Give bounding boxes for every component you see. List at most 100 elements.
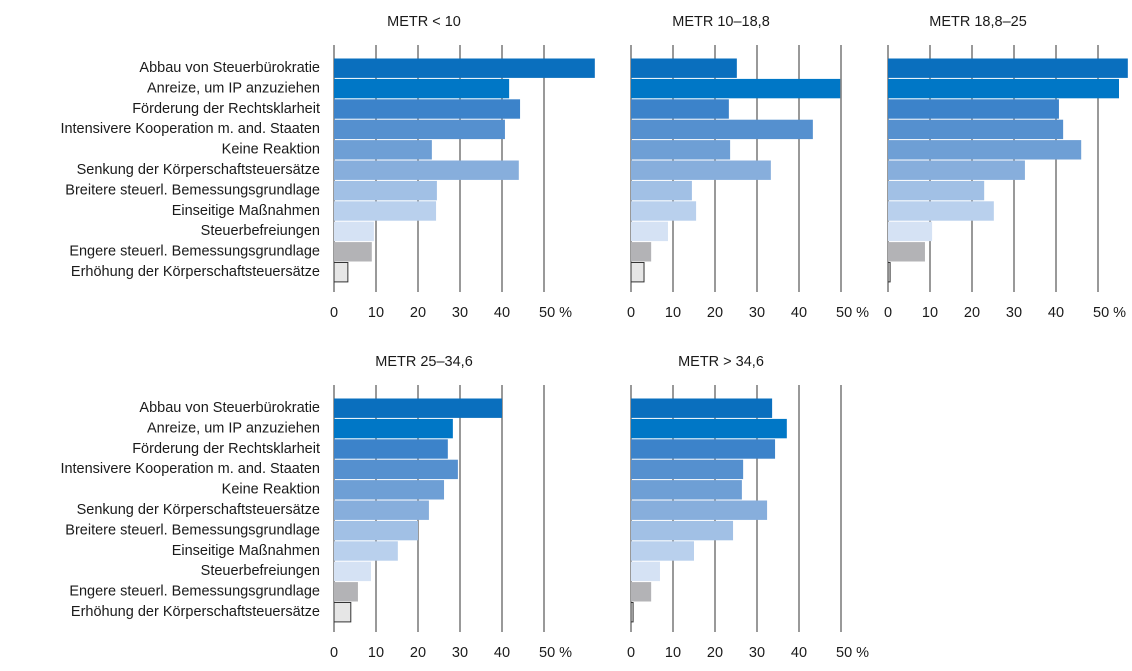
category-label: Intensivere Kooperation m. and. Staaten [60,461,320,477]
category-label: Förderung der Rechtsklarheit [132,101,320,117]
bar [334,99,521,119]
bar [631,541,694,561]
category-label: Anreize, um IP anzuziehen [147,80,320,96]
x-tick-label: 0 [884,305,892,321]
bar [631,520,734,541]
category-label: Einseitige Maßnahmen [172,543,320,559]
bar [631,160,771,180]
x-tick-label: 10 [922,305,938,321]
category-label: Steuerbefreiungen [201,563,320,579]
bar [631,480,742,500]
bar [334,140,432,160]
x-tick-label: 0 [627,645,635,661]
bar [631,500,768,520]
bar [631,439,776,459]
bar [334,459,458,480]
bar [334,119,505,140]
bar [334,480,445,500]
bar [631,180,692,201]
bar [887,262,891,283]
x-tick-label: 20 [707,645,723,661]
category-label: Anreize, um IP anzuziehen [147,420,320,436]
category-label: Erhöhung der Körperschaftsteuersätze [71,264,320,280]
x-tick-label: 30 [749,305,765,321]
bar [334,242,372,262]
bar [333,602,352,623]
category-label: Erhöhung der Körperschaftsteuersätze [71,604,320,620]
bar [888,242,925,262]
x-tick-label: 30 [452,645,468,661]
bar [631,221,668,242]
bar [888,119,1064,140]
category-label: Breitere steuerl. Bemessungsgrundlage [65,522,320,538]
category-label: Einseitige Maßnahmen [172,203,320,219]
category-label: Steuerbefreiungen [201,223,320,239]
bar [334,520,418,541]
panel-title: METR > 34,6 [678,354,764,370]
bar [888,201,994,221]
bar [631,58,737,78]
bar [631,398,773,418]
bar [334,180,437,201]
x-tick-label: 20 [410,645,426,661]
x-tick-label: 40 [494,305,510,321]
bar [888,140,1082,160]
bar [334,78,510,99]
x-tick-label: 30 [452,305,468,321]
category-label: Abbau von Steuerbürokratie [139,60,320,76]
bar [630,602,634,623]
x-tick-label: 50 % [836,645,869,661]
bar [631,119,813,140]
x-tick-label: 0 [330,305,338,321]
bar [334,201,437,221]
x-tick-label: 50 % [539,645,572,661]
x-tick-label: 0 [627,305,635,321]
x-tick-label: 50 % [1093,305,1126,321]
bar [334,561,371,582]
x-tick-label: 30 [749,645,765,661]
bar [334,160,519,180]
bar [631,242,652,262]
bar [334,418,453,439]
panel-title: METR 25–34,6 [375,354,473,370]
x-tick-label: 40 [791,645,807,661]
x-tick-label: 10 [368,645,384,661]
category-label: Intensivere Kooperation m. and. Staaten [60,121,320,137]
x-tick-label: 10 [665,305,681,321]
bar [334,500,429,520]
bar [333,262,349,283]
bar [888,160,1025,180]
x-tick-label: 40 [791,305,807,321]
panel-title: METR 10–18,8 [672,14,770,30]
x-tick-label: 30 [1006,305,1022,321]
bar [888,58,1128,78]
category-label: Keine Reaktion [222,482,320,498]
category-label: Breitere steuerl. Bemessungsgrundlage [65,182,320,198]
category-label: Engere steuerl. Bemessungsgrundlage [69,584,320,600]
x-tick-label: 10 [665,645,681,661]
bar [334,58,595,78]
x-tick-label: 20 [707,305,723,321]
x-tick-label: 10 [368,305,384,321]
bar [888,180,985,201]
bar [630,262,645,283]
x-tick-label: 20 [964,305,980,321]
x-tick-label: 0 [330,645,338,661]
x-tick-label: 40 [1048,305,1064,321]
x-tick-label: 20 [410,305,426,321]
bar [334,582,358,602]
x-tick-label: 50 % [836,305,869,321]
bar [334,221,374,242]
category-label: Keine Reaktion [222,142,320,158]
x-tick-label: 50 % [539,305,572,321]
bar [631,418,787,439]
bar [631,561,660,582]
bar [888,221,933,242]
category-label: Senkung der Körperschaftsteuersätze [77,502,320,518]
bar [888,99,1059,119]
bar [631,459,744,480]
bar [334,439,448,459]
bar [631,140,731,160]
panel-title: METR < 10 [387,14,461,30]
bar [631,201,697,221]
